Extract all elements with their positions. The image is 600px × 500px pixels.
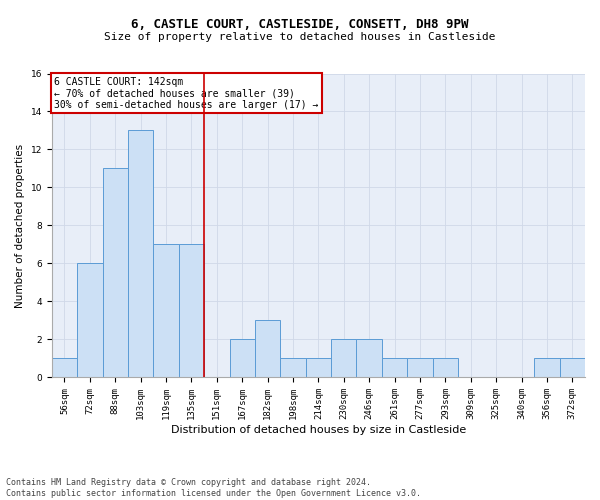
- Bar: [255, 320, 280, 378]
- Bar: [103, 168, 128, 378]
- Text: Size of property relative to detached houses in Castleside: Size of property relative to detached ho…: [104, 32, 496, 42]
- Bar: [154, 244, 179, 378]
- Bar: [560, 358, 585, 378]
- Text: 6, CASTLE COURT, CASTLESIDE, CONSETT, DH8 9PW: 6, CASTLE COURT, CASTLESIDE, CONSETT, DH…: [131, 18, 469, 30]
- Bar: [305, 358, 331, 378]
- Bar: [331, 340, 356, 378]
- Bar: [280, 358, 305, 378]
- Text: Contains HM Land Registry data © Crown copyright and database right 2024.
Contai: Contains HM Land Registry data © Crown c…: [6, 478, 421, 498]
- Bar: [534, 358, 560, 378]
- Bar: [52, 358, 77, 378]
- X-axis label: Distribution of detached houses by size in Castleside: Distribution of detached houses by size …: [171, 425, 466, 435]
- Bar: [230, 340, 255, 378]
- Text: 6 CASTLE COURT: 142sqm
← 70% of detached houses are smaller (39)
30% of semi-det: 6 CASTLE COURT: 142sqm ← 70% of detached…: [55, 76, 319, 110]
- Bar: [382, 358, 407, 378]
- Bar: [433, 358, 458, 378]
- Bar: [179, 244, 204, 378]
- Bar: [128, 130, 154, 378]
- Bar: [77, 264, 103, 378]
- Y-axis label: Number of detached properties: Number of detached properties: [15, 144, 25, 308]
- Bar: [407, 358, 433, 378]
- Bar: [356, 340, 382, 378]
